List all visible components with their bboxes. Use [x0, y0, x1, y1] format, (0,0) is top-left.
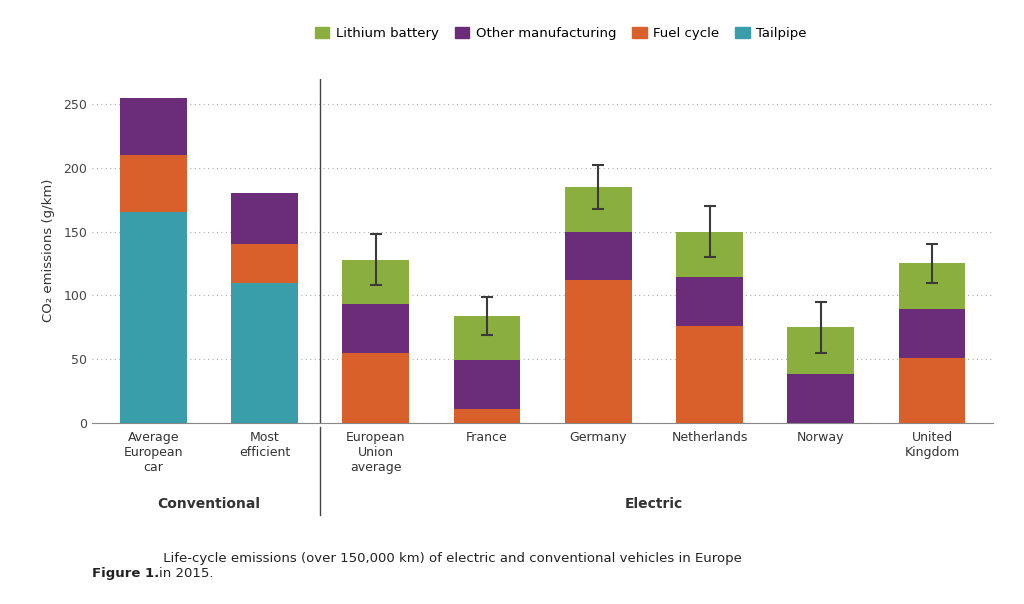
- Bar: [342, 304, 410, 353]
- Text: Life-cycle emissions (over 150,000 km) of electric and conventional vehicles in : Life-cycle emissions (over 150,000 km) o…: [159, 552, 741, 580]
- Bar: [787, 327, 854, 374]
- Bar: [231, 193, 298, 244]
- Bar: [676, 231, 743, 277]
- Bar: [120, 98, 186, 155]
- Bar: [231, 244, 298, 283]
- Bar: [565, 231, 632, 280]
- Bar: [787, 374, 854, 423]
- Bar: [899, 358, 966, 423]
- Bar: [120, 213, 186, 423]
- Legend: Lithium battery, Other manufacturing, Fuel cycle, Tailpipe: Lithium battery, Other manufacturing, Fu…: [314, 27, 807, 40]
- Bar: [676, 326, 743, 423]
- Bar: [676, 277, 743, 326]
- Bar: [342, 260, 410, 304]
- Bar: [899, 263, 966, 309]
- Text: Figure 1.: Figure 1.: [92, 567, 160, 580]
- Bar: [231, 283, 298, 423]
- Bar: [565, 187, 632, 231]
- Bar: [565, 280, 632, 423]
- Bar: [454, 409, 520, 423]
- Bar: [899, 309, 966, 358]
- Bar: [454, 361, 520, 409]
- Text: Conventional: Conventional: [158, 496, 260, 511]
- Bar: [454, 316, 520, 361]
- Bar: [120, 155, 186, 213]
- Text: Electric: Electric: [625, 496, 683, 511]
- Y-axis label: CO₂ emissions (g/km): CO₂ emissions (g/km): [42, 179, 55, 323]
- Bar: [342, 353, 410, 423]
